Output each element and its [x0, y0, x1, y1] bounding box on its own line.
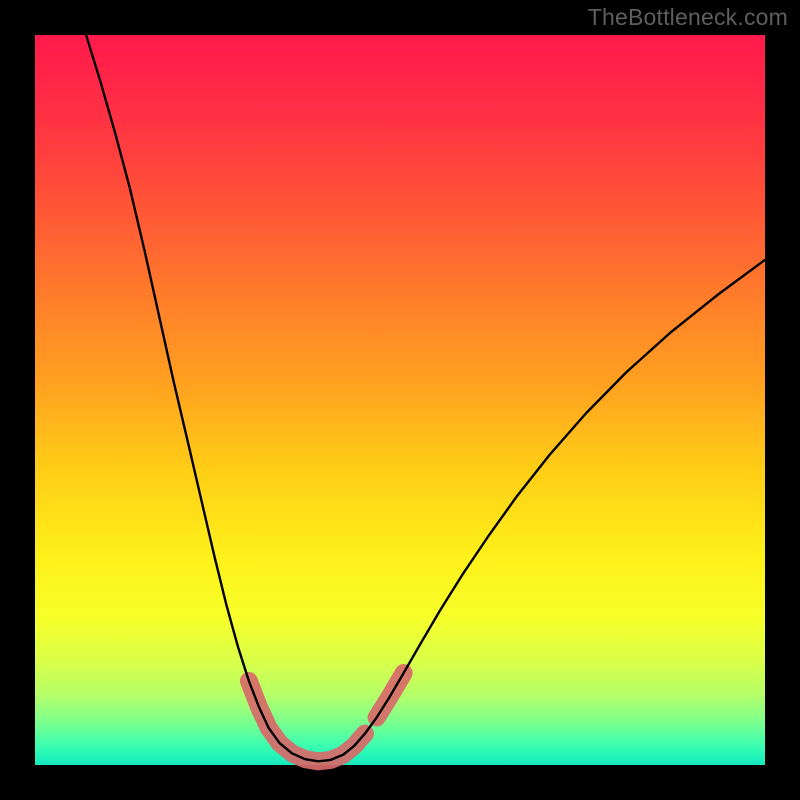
- watermark-text: TheBottleneck.com: [588, 4, 788, 31]
- bottleneck-curve: [86, 35, 765, 761]
- marker-overlay: [249, 673, 404, 761]
- plot-area: [35, 35, 765, 765]
- curve-layer: [35, 35, 765, 765]
